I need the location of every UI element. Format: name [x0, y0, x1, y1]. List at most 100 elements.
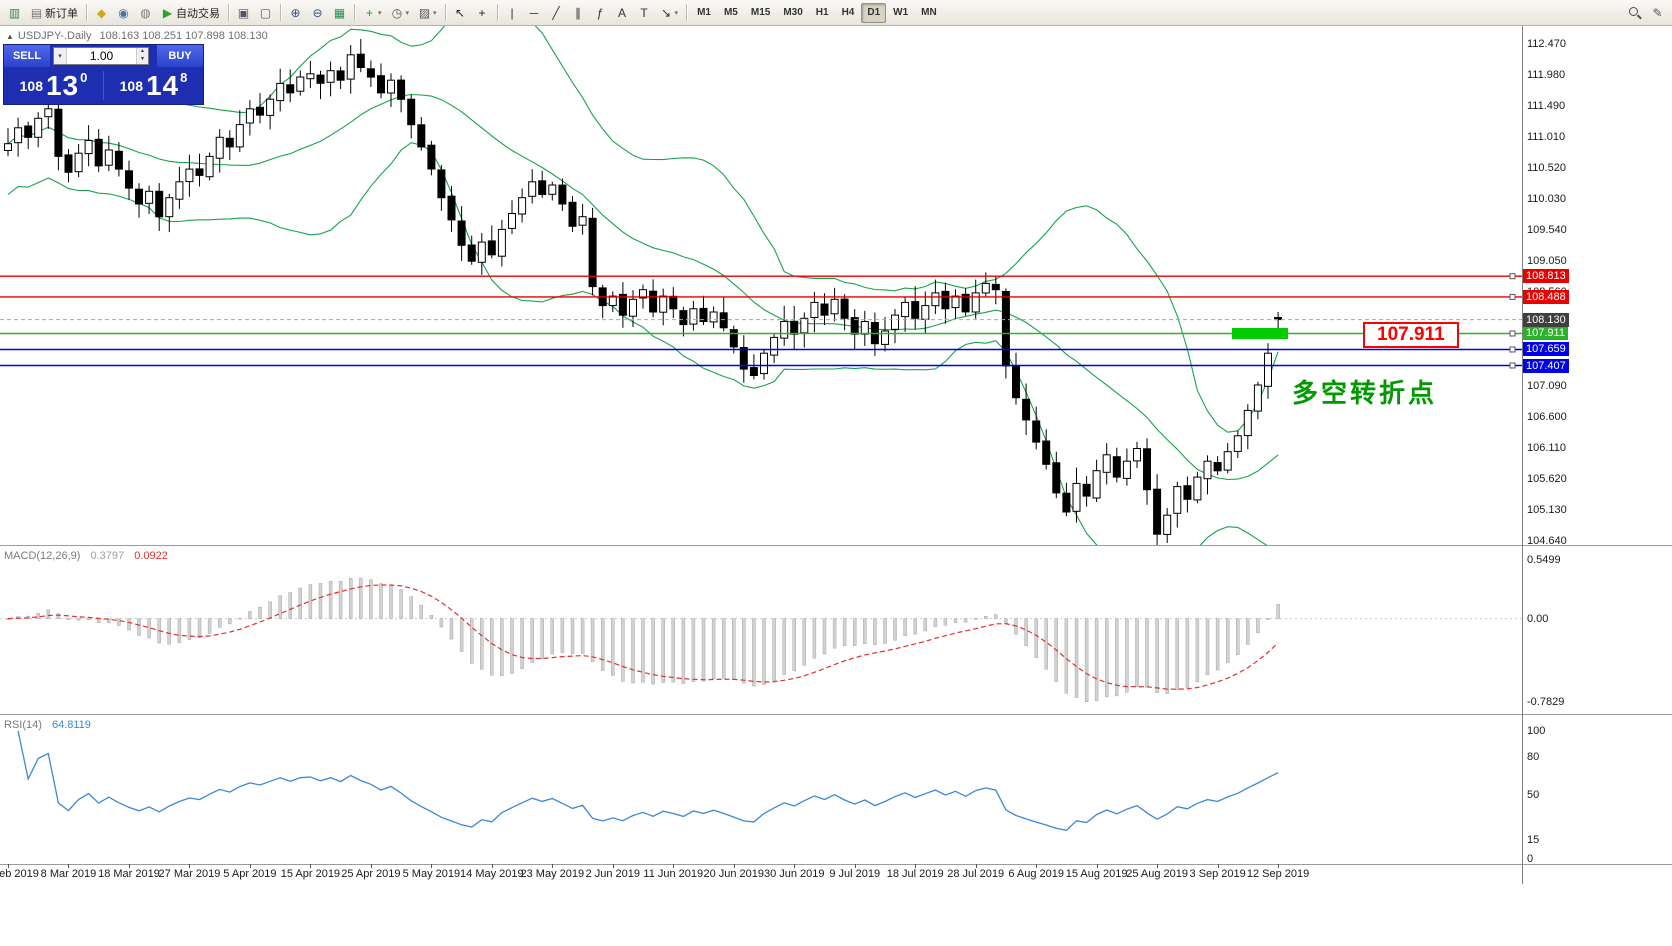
rsi-scale-label: 0 — [1527, 853, 1534, 865]
caret-down-icon: ▾ — [405, 9, 410, 17]
macd-pane[interactable] — [0, 547, 1672, 714]
volume-spinner[interactable]: ▲ ▼ — [136, 48, 148, 64]
sell-price-prefix: 108 — [19, 77, 43, 94]
annotation-text[interactable]: 多空转折点 — [1292, 378, 1438, 408]
tile-windows-icon-glyph: ▣ — [237, 5, 250, 20]
template-menu-button-glyph: ▨ — [418, 5, 431, 20]
toolbar: ▥ ▤ 新订单 ◆ ◉ ◍ ▶ 自动交易 ▣ ▢ ⊕ ⊖ ▦ + ▾ ◷ ▾ ▨ ▾ ↖ + | ─ ╱ ∥ ƒ A T ↘ ▾ M1 M5 M… — [0, 0, 1672, 26]
search-icon[interactable] — [1624, 3, 1646, 23]
volume-field[interactable]: ▾ 1.00 ▲ ▼ — [53, 47, 149, 65]
macd-signal-line — [7, 584, 1279, 690]
navigator-icon[interactable]: ◉ — [113, 3, 134, 23]
date-tick-mark — [189, 864, 191, 868]
zoom-in-icon[interactable]: ⊕ — [285, 3, 306, 23]
volume-value[interactable]: 1.00 — [89, 49, 114, 63]
date-tick-mark — [1157, 864, 1159, 868]
macd-signal-value: 0.0922 — [134, 550, 168, 562]
timeframe-h1[interactable]: H1 — [815, 7, 829, 18]
line-handle[interactable] — [1509, 346, 1516, 353]
date-tick-label: 28 Jul 2019 — [947, 868, 1005, 880]
timeframe-h4[interactable]: H4 — [841, 7, 855, 18]
edit-icon[interactable]: ✎ — [1647, 3, 1668, 23]
timeframe-m30[interactable]: M30 — [783, 7, 803, 18]
buy-price-main: 14 — [145, 69, 180, 101]
timeframe-d1[interactable]: D1 — [861, 2, 887, 23]
trendline-tool[interactable]: ╱ — [546, 3, 567, 23]
add-indicator-button[interactable]: + ▾ — [359, 3, 386, 23]
vertical-line-tool[interactable]: | — [502, 3, 523, 23]
price-line-tag[interactable]: 107.407 — [1523, 358, 1569, 373]
price-line-tag[interactable]: 108.488 — [1523, 289, 1569, 304]
pane-splitter[interactable] — [0, 714, 1672, 715]
label-tool[interactable]: T — [634, 3, 655, 23]
timeframe-w1[interactable]: W1 — [893, 7, 909, 18]
price-tick-label: 109.050 — [1527, 255, 1567, 268]
buy-price[interactable]: 108 14 8 — [104, 67, 203, 104]
rsi-scale-label: 50 — [1527, 789, 1540, 801]
spin-up-icon[interactable]: ▲ — [140, 48, 145, 54]
channel-tool-glyph: ∥ — [575, 5, 582, 20]
autotrading-button[interactable]: ▶ 自动交易 — [157, 3, 224, 23]
line-handle[interactable] — [1509, 273, 1516, 280]
date-tick-mark — [370, 864, 372, 868]
period-menu-button[interactable]: ◷ ▾ — [387, 3, 414, 23]
buy-button[interactable]: BUY — [157, 45, 203, 67]
grid-icon[interactable]: ▦ — [329, 3, 350, 23]
line-handle[interactable] — [1509, 330, 1516, 337]
date-tick-label: 30 Jun 2019 — [763, 868, 825, 880]
market-watch-icon[interactable]: ◆ — [91, 3, 112, 23]
fibonacci-tool-glyph: ƒ — [596, 5, 604, 20]
date-tick-mark — [975, 864, 977, 868]
timeframe-m1[interactable]: M1 — [697, 7, 711, 18]
rsi-scale-label: 100 — [1527, 725, 1546, 737]
price-line-tag[interactable]: 107.911 — [1523, 326, 1568, 341]
volume-dropdown-icon[interactable]: ▾ — [54, 48, 67, 64]
toolbar-separator — [444, 4, 446, 21]
buy-price-pip: 8 — [180, 70, 188, 85]
terminal-icon[interactable]: ◍ — [135, 3, 156, 23]
timeframe-m5[interactable]: M5 — [723, 7, 738, 18]
horizontal-line-tool-glyph: ─ — [529, 5, 539, 20]
line-handle[interactable] — [1509, 293, 1516, 300]
price-line-tag[interactable]: 107.659 — [1523, 342, 1569, 357]
arrows-menu-button[interactable]: ↘ ▾ — [656, 3, 683, 23]
zoom-in-icon-glyph: ⊕ — [290, 5, 301, 20]
text-tool[interactable]: A — [612, 3, 633, 23]
date-tick-label: 15 Aug 2019 — [1065, 868, 1128, 880]
fibonacci-tool[interactable]: ƒ — [590, 3, 611, 23]
price-line-tag[interactable]: 108.813 — [1523, 269, 1569, 284]
macd-scale-label: 0.00 — [1527, 612, 1549, 625]
pane-splitter[interactable] — [0, 545, 1672, 546]
macd-main-value: 0.3797 — [90, 550, 125, 562]
macd-scale-label: 0.5499 — [1527, 554, 1561, 567]
one-click-trading-panel: SELL ▾ 1.00 ▲ ▼ BUY 108 13 0 108 14 8 — [3, 44, 204, 105]
label-tool-glyph: T — [640, 5, 648, 20]
crosshair-tool[interactable]: + — [472, 3, 493, 23]
cursor-tool[interactable]: ↖ — [450, 3, 471, 23]
horizontal-line-tool[interactable]: ─ — [524, 3, 545, 23]
sell-price[interactable]: 108 13 0 — [4, 67, 103, 104]
template-menu-button[interactable]: ▨ ▾ — [414, 3, 441, 23]
date-tick-mark — [249, 864, 251, 868]
date-tick-mark — [612, 864, 614, 868]
timeframe-m15[interactable]: M15 — [750, 7, 771, 18]
new-order-button[interactable]: ▤ 新订单 — [26, 3, 82, 23]
macd-scale-label: -0.7829 — [1527, 695, 1565, 708]
zoom-out-icon[interactable]: ⊖ — [307, 3, 328, 23]
new-chart-icon[interactable]: ▥ — [4, 3, 25, 23]
rsi-scale-label: 80 — [1527, 750, 1540, 763]
channel-tool[interactable]: ∥ — [568, 3, 589, 23]
price-tick-label: 111.010 — [1527, 130, 1566, 143]
rsi-pane[interactable] — [0, 716, 1672, 864]
timeframe-mn[interactable]: MN — [921, 7, 937, 18]
spin-down-icon[interactable]: ▼ — [140, 56, 145, 62]
rsi-name: RSI(14) — [4, 719, 42, 731]
price-callout[interactable]: 107.911 — [1363, 322, 1459, 348]
highlight-segment[interactable] — [1232, 328, 1288, 339]
price-chart[interactable] — [0, 26, 1672, 545]
date-tick-label: 9 Jul 2019 — [829, 868, 881, 880]
sell-button[interactable]: SELL — [4, 45, 50, 67]
tile-windows-icon[interactable]: ▣ — [233, 3, 254, 23]
cascade-windows-icon[interactable]: ▢ — [255, 3, 276, 23]
line-handle[interactable] — [1509, 362, 1516, 369]
